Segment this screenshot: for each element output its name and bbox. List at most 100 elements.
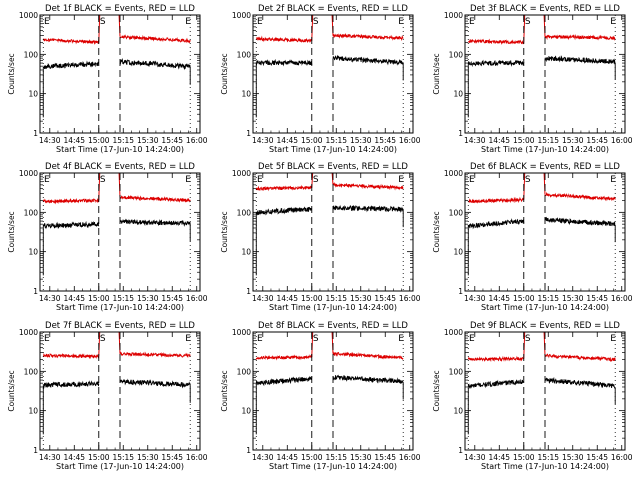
panel-det-4: Det 4f BLACK = Events, RED = LLD S E E 1 10 10… — [7, 162, 208, 312]
events-series-segment-2 — [119, 57, 191, 85]
x-axis-label: Start Time (17-Jun-10 14:24:00) — [56, 303, 184, 312]
y-tick-label: 1000 — [232, 169, 251, 178]
y-tick-label: 1 — [246, 287, 251, 296]
x-tick-label: 15:00 — [301, 136, 323, 145]
y-tick-label: 10 — [28, 90, 38, 99]
y-tick-label: 10 — [28, 248, 38, 257]
y-tick-label: 10 — [453, 407, 463, 416]
x-tick-label: 15:45 — [161, 294, 183, 303]
plot-area — [467, 332, 616, 435]
x-tick-label: 14:30 — [252, 294, 274, 303]
panel-title: Det 1f BLACK = Events, RED = LLD — [45, 4, 195, 14]
events-series-segment-2 — [119, 218, 191, 242]
y-tick-label: 1000 — [232, 11, 251, 20]
y-axis-label: Counts/sec — [220, 53, 229, 94]
x-tick-label: 15:15 — [112, 136, 134, 145]
end-marker-label: E — [469, 334, 475, 344]
panel-det-1: Det 1f BLACK = Events, RED = LLD S E E 1 10 10… — [7, 4, 208, 154]
events-series-segment-2 — [544, 55, 616, 80]
x-tick-label: 15:00 — [88, 136, 110, 145]
lld-series-segment-2 — [332, 33, 404, 42]
end-marker-label: E — [185, 175, 191, 185]
plot-frame — [252, 331, 414, 451]
y-tick-label: 1 — [33, 446, 38, 455]
plot-frame — [464, 172, 626, 292]
lld-saturation — [523, 15, 546, 43]
panel-det-8: Det 8f BLACK = Events, RED = LLD S E E 1 10 10… — [220, 321, 421, 471]
lld-saturation — [311, 332, 334, 358]
events-series-segment-1 — [467, 59, 525, 118]
end-marker-label: E — [469, 175, 475, 185]
events-series-segment-1 — [255, 206, 312, 276]
y-tick-label: 1000 — [444, 328, 463, 337]
lld-series-segment-2 — [119, 34, 191, 44]
plot-area — [467, 173, 616, 276]
lld-series-segment-1 — [256, 35, 312, 43]
end-marker-label: E — [610, 175, 616, 185]
x-axis-label: Start Time (17-Jun-10 14:24:00) — [56, 462, 184, 471]
x-tick-label: 14:45 — [488, 453, 510, 462]
x-axis-label: Start Time (17-Jun-10 14:24:00) — [481, 462, 609, 471]
y-tick-label: 1 — [458, 446, 463, 455]
x-tick-label: 15:45 — [161, 136, 183, 145]
y-tick-label: 100 — [24, 50, 39, 59]
x-axis-label: Start Time (17-Jun-10 14:24:00) — [269, 145, 397, 154]
x-tick-label: 15:45 — [374, 453, 396, 462]
x-tick-label: 15:00 — [513, 453, 535, 462]
lld-series-segment-2 — [332, 182, 404, 191]
x-tick-label: 14:45 — [488, 136, 510, 145]
x-tick-label: 14:45 — [488, 294, 510, 303]
x-tick-label: 15:30 — [562, 453, 584, 462]
y-tick-label: 10 — [241, 90, 251, 99]
x-tick-label: 15:45 — [586, 294, 608, 303]
y-tick-label: 1 — [33, 129, 38, 138]
x-tick-label: 15:00 — [513, 294, 535, 303]
x-tick-label: 14:30 — [252, 136, 274, 145]
events-series-segment-2 — [544, 376, 616, 405]
plot-area — [255, 332, 404, 435]
start-marker-label: S — [525, 175, 531, 185]
x-tick-label: 15:30 — [137, 136, 159, 145]
y-axis-label: Counts/sec — [220, 370, 229, 411]
events-series-segment-2 — [119, 378, 191, 403]
lld-saturation — [98, 332, 121, 357]
x-tick-label: 14:45 — [63, 294, 85, 303]
events-series-segment-1 — [42, 380, 100, 435]
end-marker-label: E — [257, 175, 263, 185]
end-marker-label: E — [257, 334, 263, 344]
y-axis-label: Counts/sec — [7, 370, 16, 411]
start-marker-label: S — [100, 17, 106, 27]
y-tick-label: 1 — [33, 287, 38, 296]
x-tick-label: 14:30 — [39, 136, 61, 145]
end-marker-label: E — [610, 334, 616, 344]
events-series-segment-2 — [332, 54, 404, 81]
panel-det-2: Det 2f BLACK = Events, RED = LLD S E E 1 10 10… — [220, 4, 421, 154]
y-tick-label: 100 — [449, 208, 464, 217]
panel-title: Det 2f BLACK = Events, RED = LLD — [258, 4, 408, 14]
lld-series-segment-2 — [119, 194, 191, 203]
end-marker-label: E — [44, 175, 50, 185]
y-tick-label: 100 — [237, 367, 252, 376]
end-marker-label: E — [44, 17, 50, 27]
x-tick-label: 15:15 — [112, 453, 134, 462]
plot-frame — [464, 331, 626, 451]
x-tick-label: 16:00 — [186, 136, 208, 145]
y-axis-label: Counts/sec — [432, 370, 441, 411]
start-marker-label: S — [525, 17, 531, 27]
x-tick-label: 15:15 — [537, 453, 559, 462]
start-marker-label: S — [100, 334, 106, 344]
y-axis-label: Counts/sec — [432, 211, 441, 252]
lld-saturation — [98, 15, 121, 43]
x-tick-label: 15:45 — [586, 136, 608, 145]
end-marker-label: E — [398, 175, 404, 185]
x-axis-label: Start Time (17-Jun-10 14:24:00) — [481, 303, 609, 312]
x-tick-label: 15:00 — [513, 136, 535, 145]
events-series-segment-2 — [544, 216, 616, 243]
x-tick-label: 16:00 — [399, 136, 421, 145]
lld-saturation — [311, 173, 334, 188]
end-marker-label: E — [185, 334, 191, 344]
plot-frame — [252, 172, 414, 292]
lld-series-segment-1 — [255, 184, 313, 192]
x-tick-label: 15:45 — [374, 294, 396, 303]
